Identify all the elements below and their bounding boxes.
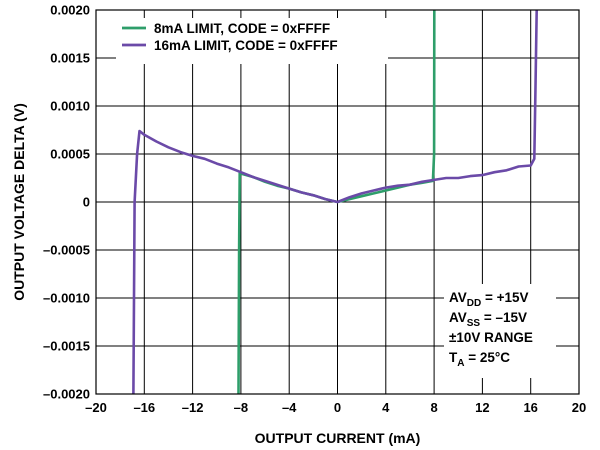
y-tick-label: 0.0015 bbox=[50, 51, 90, 66]
legend-label-2: 16mA LIMIT, CODE = 0xFFFF bbox=[154, 38, 338, 53]
legend-background bbox=[116, 18, 388, 64]
y-tick-label: –0.0015 bbox=[43, 339, 90, 354]
x-tick-label: 12 bbox=[475, 400, 489, 415]
annotation-line-2: AVSS = –15V bbox=[449, 310, 527, 329]
y-tick-label: –0.0010 bbox=[43, 291, 90, 306]
x-tick-label: –12 bbox=[182, 400, 204, 415]
x-tick-label: 8 bbox=[430, 400, 437, 415]
x-axis-title: OUTPUT CURRENT (mA) bbox=[255, 430, 421, 446]
annotation-line-3: ±10V RANGE bbox=[449, 330, 533, 345]
data-series bbox=[132, 9, 538, 395]
y-tick-label: 0.0010 bbox=[50, 99, 90, 114]
plot-frame bbox=[95, 9, 580, 395]
x-tick-label: –8 bbox=[234, 400, 248, 415]
annotation-background bbox=[444, 284, 556, 378]
legend: 8mA LIMIT, CODE = 0xFFFF 16mA LIMIT, CODE… bbox=[122, 21, 338, 53]
x-tick-label: –16 bbox=[133, 400, 155, 415]
x-tick-label: 16 bbox=[523, 400, 537, 415]
annotation-line-4: TA = 25°C bbox=[449, 350, 510, 369]
legend-label-1: 8mA LIMIT, CODE = 0xFFFF bbox=[154, 21, 330, 36]
annotation-line-1: AVDD = +15V bbox=[449, 290, 529, 309]
y-tick-label: –0.0020 bbox=[43, 387, 90, 402]
x-tick-label: 4 bbox=[382, 400, 390, 415]
y-tick-label: 0.0020 bbox=[50, 3, 90, 18]
series-line-2 bbox=[132, 9, 538, 395]
y-tick-label: –0.0005 bbox=[43, 243, 90, 258]
x-tick-label: 20 bbox=[572, 400, 586, 415]
x-tick-label: 0 bbox=[334, 400, 341, 415]
y-tick-label: 0.0005 bbox=[50, 147, 90, 162]
y-tick-label: 0 bbox=[83, 195, 90, 210]
tick-labels: –20 –16 –12 –8 –4 0 4 8 12 16 20 0.0020 0.0015 0.0010… bbox=[43, 3, 586, 416]
x-tick-label: –20 bbox=[85, 400, 107, 415]
x-tick-label: –4 bbox=[282, 400, 297, 415]
y-axis-title: OUTPUT VOLTAGE DELTA (V) bbox=[11, 103, 27, 301]
